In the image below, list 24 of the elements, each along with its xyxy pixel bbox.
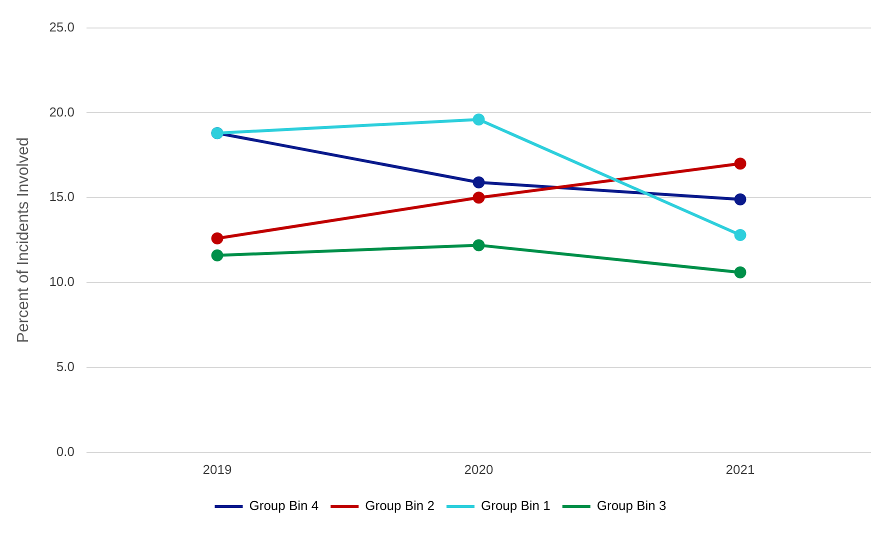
point <box>472 192 485 204</box>
legend-label: Group Bin 2 <box>365 498 434 514</box>
point <box>734 158 746 170</box>
legend-label: Group Bin 4 <box>249 498 319 514</box>
point <box>734 266 746 278</box>
point <box>211 232 224 244</box>
y-axis-title: Percent of Incidents Involved <box>15 137 32 343</box>
point <box>472 176 485 188</box>
point <box>734 229 746 242</box>
x-tick-label: 2019 <box>202 462 232 477</box>
x-tick-label: 2021 <box>726 462 755 477</box>
y-tick-label: 0.0 <box>56 444 74 459</box>
y-tick-label: 15.0 <box>49 189 74 204</box>
legend-label: Group Bin 1 <box>481 498 550 514</box>
point <box>472 114 485 126</box>
point <box>472 239 485 252</box>
point <box>211 249 224 262</box>
x-tick-label: 2020 <box>464 462 494 477</box>
y-tick-label: 5.0 <box>56 359 74 374</box>
y-tick-label: 10.0 <box>49 274 74 290</box>
y-tick-label: 25.0 <box>49 19 74 34</box>
legend-label: Group Bin 3 <box>596 498 666 514</box>
y-tick-label: 20.0 <box>49 104 74 120</box>
point <box>734 193 746 206</box>
